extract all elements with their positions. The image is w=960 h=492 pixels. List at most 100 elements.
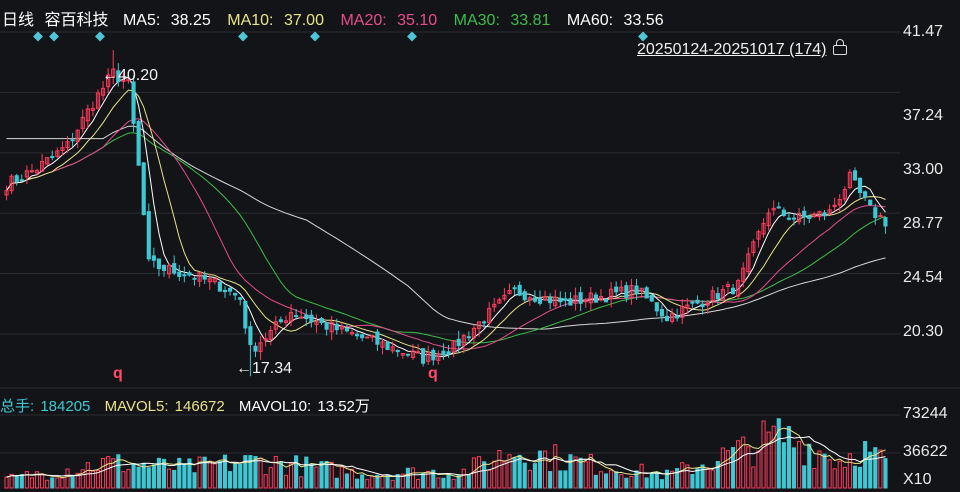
candle-body: [797, 212, 802, 223]
candle-body: [649, 294, 654, 302]
candle-body: [725, 284, 731, 288]
volume-bar: [771, 425, 776, 489]
volume-bar: [522, 462, 527, 489]
candle-body: [207, 278, 212, 283]
volume-bar: [14, 475, 19, 489]
candle-body: [710, 290, 715, 302]
volume-bar: [9, 473, 14, 489]
ma30-path: [6, 132, 886, 344]
candle-body: [563, 298, 568, 301]
volume-bar: [690, 473, 695, 489]
volume-bar: [456, 475, 461, 489]
ma5-legend: MA5: 38.25: [122, 12, 211, 29]
volume-bar: [400, 473, 405, 489]
candle-body: [670, 313, 675, 322]
candle-body: [690, 301, 695, 304]
volume-bar: [222, 454, 228, 489]
candle-body: [55, 150, 60, 157]
volume-bar: [857, 466, 863, 489]
volume-bar: [121, 471, 126, 489]
candle-body: [771, 207, 776, 211]
volume-bar: [720, 447, 725, 489]
candle-body: [497, 299, 502, 304]
event-marker-icon: [95, 31, 105, 42]
candle-body: [512, 287, 517, 290]
candle-body: [151, 255, 156, 261]
ma5-path: [6, 76, 886, 358]
volume-bar: [715, 460, 720, 489]
candle-body: [863, 191, 868, 198]
volume-bar: [65, 468, 70, 489]
volume-bar: [370, 475, 375, 489]
candle-body: [736, 280, 741, 297]
volume-ma-lines: [6, 427, 886, 479]
volume-bar: [441, 477, 446, 489]
date-range-label[interactable]: 20250124-20251017 (174): [637, 39, 847, 59]
volume-bar: [177, 457, 182, 489]
candle-body: [624, 285, 629, 299]
candle-body: [588, 292, 593, 304]
volume-bar: [883, 458, 888, 489]
candle-body: [360, 334, 365, 339]
volume-bar: [502, 461, 507, 489]
volume-bar: [532, 463, 537, 489]
candle-body: [644, 287, 649, 299]
volume-bar: [288, 463, 294, 489]
candle-body: [131, 81, 136, 124]
volume-bar: [263, 474, 268, 489]
lock-icon[interactable]: [832, 39, 847, 55]
candle-body: [482, 321, 487, 324]
volume-bar: [639, 463, 644, 489]
volume-bar: [476, 456, 482, 489]
volume-bar: [344, 473, 350, 489]
volume-bar: [659, 479, 664, 489]
volume-bar: [553, 444, 558, 489]
q-marker[interactable]: q: [113, 365, 123, 382]
volume-bar: [182, 463, 187, 489]
candle-body: [685, 304, 690, 309]
volume-bar: [283, 474, 289, 489]
volume-bar: [217, 461, 222, 489]
volume-bar: [664, 469, 670, 489]
event-marker-icon: [310, 31, 320, 42]
candle-body: [263, 338, 268, 341]
candle-body: [791, 217, 797, 220]
candle-body: [532, 297, 537, 302]
ma30-line: [6, 132, 886, 344]
candle-body: [197, 271, 202, 282]
mavol10-legend: MAVOL10: 13.52万: [238, 398, 370, 415]
volume-bar: [355, 478, 360, 489]
q-marker[interactable]: q: [428, 365, 438, 382]
candle-body: [111, 68, 116, 77]
volume-bar: [609, 469, 614, 489]
candle-body: [304, 314, 309, 320]
candle-body: [258, 342, 263, 352]
volume-bar: [705, 467, 710, 489]
candle-body: [415, 351, 421, 354]
volume-bar: [207, 460, 212, 489]
event-marker-icon: [407, 31, 417, 42]
candle-body: [40, 160, 45, 172]
volume-bar: [756, 450, 761, 489]
candle-body: [654, 302, 659, 312]
volume-bar: [415, 479, 421, 489]
volume-bar: [202, 456, 207, 489]
volume-bar: [670, 470, 675, 489]
volume-bar: [614, 471, 619, 489]
candle-body: [400, 353, 405, 356]
volume-bar: [791, 447, 797, 489]
volume-bar: [258, 457, 263, 489]
volume-bar: [60, 477, 65, 489]
candle-body: [29, 170, 35, 173]
candle-body: [568, 298, 573, 306]
candle-body: [294, 315, 299, 318]
candle-body: [243, 300, 248, 329]
period-label[interactable]: 日线: [2, 12, 35, 29]
candle-body: [60, 147, 65, 151]
y-tick-label: 41.47: [903, 23, 944, 40]
volume-bar: [847, 453, 852, 489]
volume-bar: [873, 447, 878, 489]
candle-body: [431, 349, 436, 361]
candle-body: [395, 349, 400, 353]
volume-bar: [40, 473, 45, 489]
